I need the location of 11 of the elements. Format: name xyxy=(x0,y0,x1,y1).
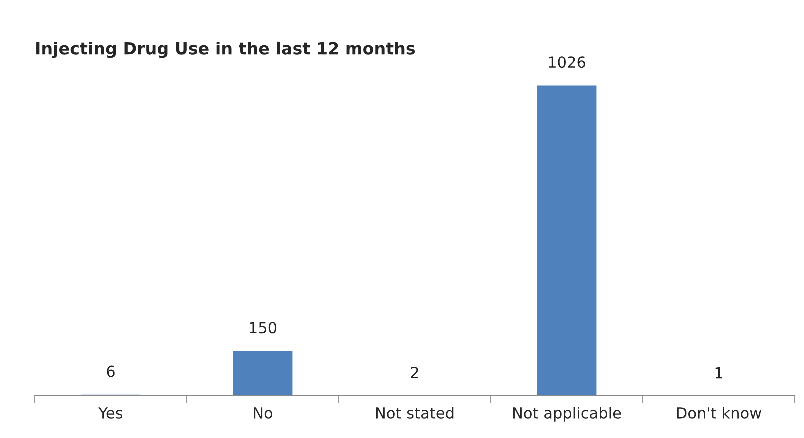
x-tick-label: Don't know xyxy=(677,407,762,419)
x-tick-label: No xyxy=(254,408,273,419)
x-tick-label: Not applicable xyxy=(514,407,622,422)
data-label: 2 xyxy=(411,366,418,378)
data-label: 1026 xyxy=(549,56,586,68)
chart-title: Injecting Drug Use in the last 12 months xyxy=(36,42,416,58)
x-tick-label: Yes xyxy=(98,408,123,419)
data-label: 150 xyxy=(250,322,277,334)
data-label: 1 xyxy=(716,367,722,379)
data-label: 6 xyxy=(107,366,115,378)
x-tick-label: Not stated xyxy=(376,407,454,419)
